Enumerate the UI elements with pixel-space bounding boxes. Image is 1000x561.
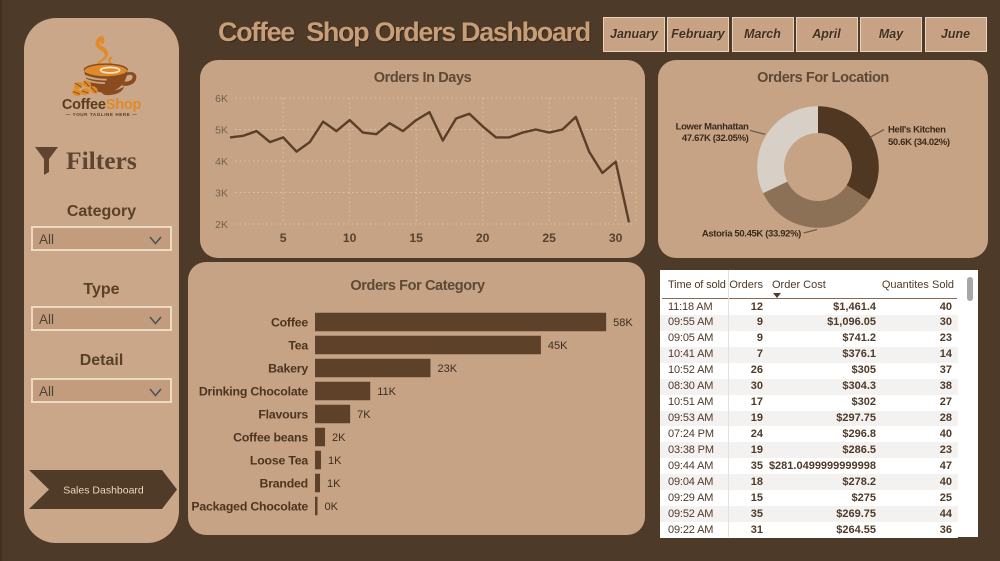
svg-text:30: 30	[609, 231, 623, 245]
svg-text:25: 25	[542, 231, 556, 245]
svg-text:5: 5	[280, 231, 287, 245]
svg-text:4K: 4K	[215, 156, 228, 168]
svg-text:10: 10	[343, 231, 357, 245]
svg-text:23K: 23K	[437, 363, 457, 375]
svg-text:7K: 7K	[357, 409, 371, 421]
svg-text:Bakery: Bakery	[268, 362, 308, 376]
svg-text:Lower Manhattan: Lower Manhattan	[676, 122, 749, 133]
svg-text:Coffee beans: Coffee beans	[233, 431, 308, 445]
svg-text:Hell's Kitchen: Hell's Kitchen	[888, 125, 946, 136]
svg-text:20: 20	[476, 231, 490, 245]
svg-text:Sales Dashboard: Sales Dashboard	[63, 485, 144, 497]
svg-text:11K: 11K	[377, 386, 396, 398]
svg-text:Drinking Chocolate: Drinking Chocolate	[199, 385, 308, 399]
svg-text:Packaged Chocolate: Packaged Chocolate	[191, 500, 308, 514]
svg-text:2K: 2K	[332, 432, 346, 444]
svg-text:Tea: Tea	[288, 339, 308, 353]
svg-text:2K: 2K	[215, 219, 228, 231]
svg-text:58K: 58K	[613, 317, 633, 329]
svg-text:Loose Tea: Loose Tea	[250, 454, 308, 468]
svg-text:45K: 45K	[548, 340, 568, 352]
svg-text:1K: 1K	[327, 478, 341, 490]
svg-text:Branded: Branded	[260, 477, 308, 491]
svg-text:3K: 3K	[215, 188, 228, 200]
svg-text:0K: 0K	[325, 501, 339, 513]
svg-text:47.67K (32.05%): 47.67K (32.05%)	[682, 133, 749, 144]
svg-text:1K: 1K	[328, 455, 342, 467]
svg-text:Coffee: Coffee	[271, 316, 308, 330]
svg-text:15: 15	[409, 231, 423, 245]
svg-text:5K: 5K	[215, 125, 228, 137]
svg-text:Flavours: Flavours	[258, 408, 308, 422]
svg-text:50.6K (34.02%): 50.6K (34.02%)	[888, 137, 950, 148]
svg-text:Astoria 50.45K (33.92%): Astoria 50.45K (33.92%)	[702, 229, 801, 240]
svg-text:6K: 6K	[215, 93, 228, 105]
